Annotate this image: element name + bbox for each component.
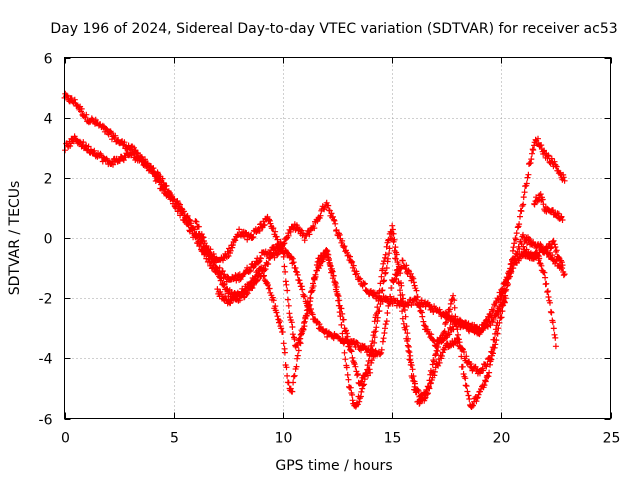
y-axis-label: SDTVAR / TECUs	[7, 181, 23, 296]
y-tick-label: 0	[44, 232, 53, 248]
data-point-markers	[531, 191, 566, 223]
x-tick-label: 15	[384, 431, 402, 447]
series-sat-c	[192, 213, 566, 404]
y-tick-label: 2	[44, 172, 53, 188]
series-sat-d	[214, 222, 509, 410]
data-points	[61, 90, 568, 410]
y-tick-label: 6	[44, 52, 53, 68]
data-point-markers	[520, 243, 559, 350]
x-tick-label: 10	[275, 431, 293, 447]
x-tick-label: 5	[170, 431, 179, 447]
x-tick-label: 25	[603, 431, 621, 447]
x-axis-label: GPS time / hours	[275, 458, 392, 474]
series-sat-e	[520, 243, 559, 350]
data-point-markers	[61, 90, 568, 338]
chart-title: Day 196 of 2024, Sidereal Day-to-day VTE…	[50, 21, 617, 37]
y-tick-label: -2	[39, 292, 53, 308]
x-tick-label: 20	[493, 431, 511, 447]
x-tick-label: 0	[61, 431, 70, 447]
series-sat-f	[531, 191, 566, 223]
y-tick-label: -4	[39, 352, 53, 368]
y-tick-label: -6	[39, 413, 53, 429]
series-sat-a	[61, 90, 568, 338]
data-point-markers	[192, 213, 566, 404]
y-tick-label: 4	[44, 112, 53, 128]
axis-ticks: 0 5 10 15 20 25 -6 -4 -2 0 2 4 6	[39, 52, 621, 447]
data-point-markers	[214, 222, 509, 410]
